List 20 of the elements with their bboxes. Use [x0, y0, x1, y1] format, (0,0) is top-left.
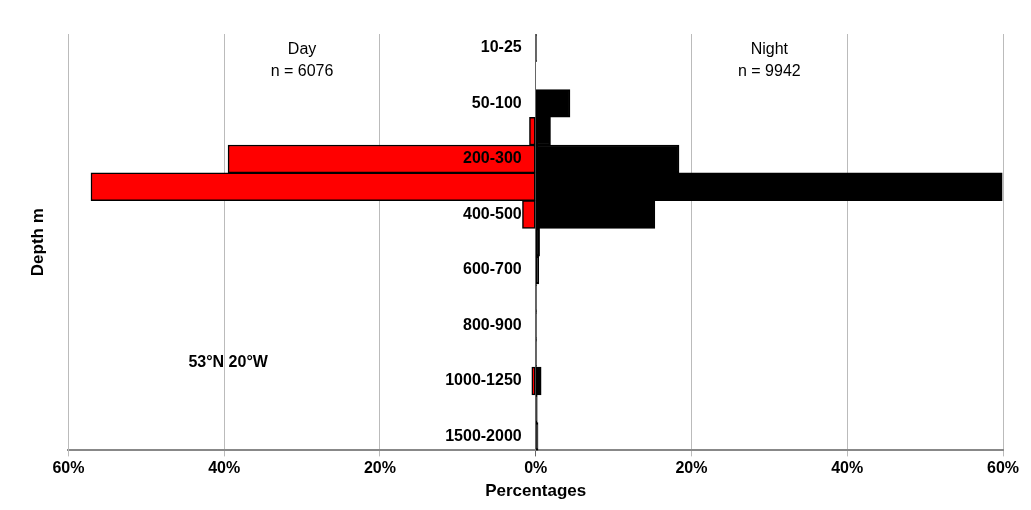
y-tick-label: 50-100 [471, 93, 522, 111]
y-tick-label: 800-900 [462, 315, 522, 333]
x-tick-label: 20% [363, 459, 396, 477]
y-tick-label: 400-500 [462, 204, 522, 222]
y-axis-title: Depth m [27, 208, 47, 277]
annotation: 53°N 20°W [188, 353, 269, 371]
x-tick-label: 60% [52, 459, 85, 477]
x-tick-label: 60% [986, 459, 1020, 477]
x-tick-label: 20% [675, 459, 708, 477]
x-tick-label: 0% [524, 459, 548, 477]
x-axis-title: Percentages [485, 481, 587, 501]
annotation: Night n = 9942 [737, 40, 801, 80]
y-tick-label: 200-300 [462, 149, 522, 167]
y-tick-label: 1000-1250 [445, 371, 522, 389]
y-tick-label: 10-25 [480, 38, 522, 56]
x-tick-label: 40% [831, 459, 864, 477]
y-tick-label: 600-700 [462, 260, 522, 278]
y-tick-label: 1500-2000 [445, 426, 522, 444]
annotation: Day n = 6076 [270, 40, 334, 80]
x-tick-label: 40% [208, 459, 241, 477]
